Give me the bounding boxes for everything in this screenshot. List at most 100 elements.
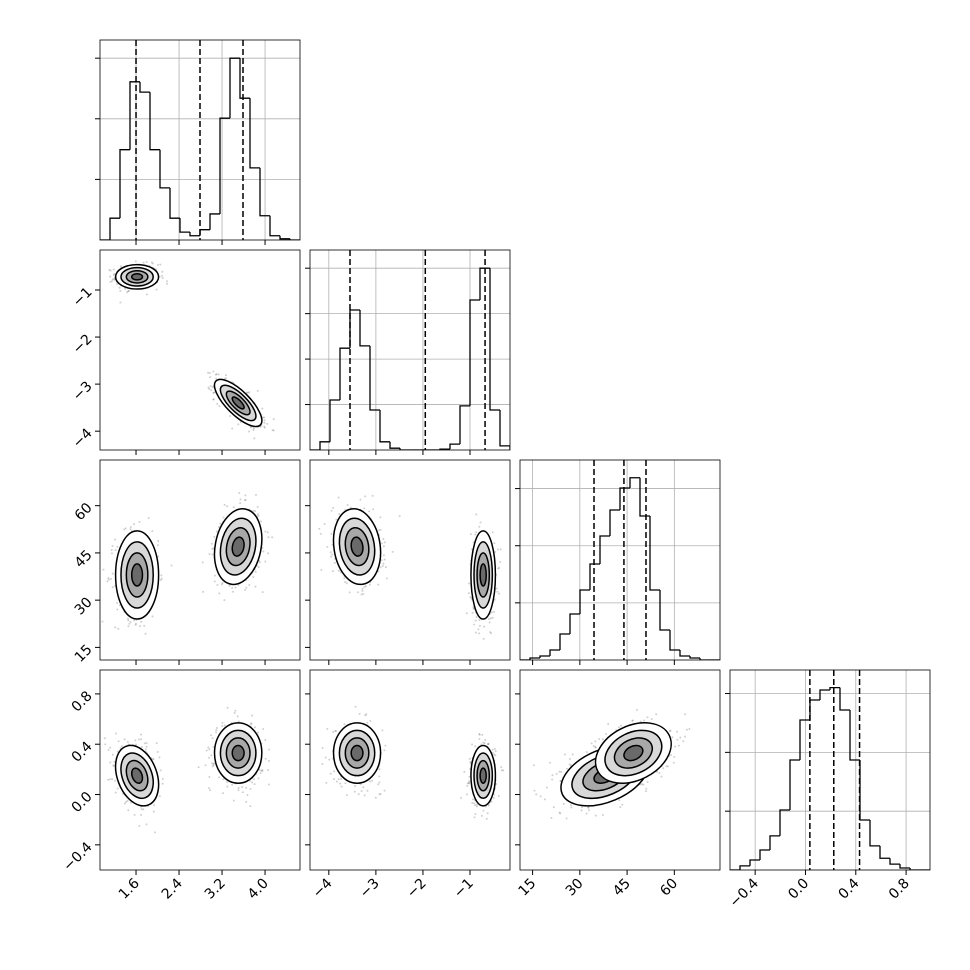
sample	[568, 757, 571, 760]
sample	[329, 551, 332, 554]
sample	[252, 778, 255, 781]
sample	[474, 812, 477, 815]
sample	[107, 578, 110, 581]
sample	[486, 743, 489, 746]
sample	[110, 549, 113, 552]
panel-frame	[309, 249, 511, 451]
sample	[267, 552, 270, 555]
y-tick-label: 0.8	[69, 688, 96, 715]
sample	[253, 437, 256, 440]
sample	[111, 778, 114, 781]
sample	[344, 580, 347, 583]
sample	[382, 562, 385, 565]
sample	[378, 781, 381, 784]
sample	[258, 561, 261, 564]
sample	[555, 772, 558, 775]
sample	[492, 796, 495, 799]
sample	[223, 503, 226, 506]
sample	[480, 743, 483, 746]
sample	[212, 398, 215, 401]
sample	[129, 621, 132, 624]
histogram-bin	[679, 650, 690, 657]
sample	[321, 763, 324, 766]
sample	[383, 789, 386, 792]
sample	[331, 570, 334, 573]
sample	[254, 493, 257, 496]
sample	[109, 275, 112, 278]
sample	[267, 759, 270, 762]
sample	[239, 502, 242, 505]
sample	[478, 525, 481, 528]
sample	[257, 777, 260, 780]
sample	[471, 611, 474, 614]
sample	[237, 720, 240, 723]
histogram-bin	[609, 509, 620, 536]
sample	[568, 763, 571, 766]
sample	[267, 783, 270, 786]
sample	[110, 280, 113, 283]
histogram-bin	[569, 613, 580, 634]
sample	[248, 583, 251, 586]
sample	[478, 624, 481, 627]
sample	[209, 385, 212, 388]
sample	[245, 391, 248, 394]
histogram-bin	[689, 656, 700, 659]
sample	[216, 727, 219, 730]
sample	[209, 789, 212, 792]
sample	[354, 705, 357, 708]
sample	[272, 429, 275, 432]
sample	[134, 260, 137, 263]
sample	[251, 714, 254, 717]
sample	[473, 816, 476, 819]
sample	[333, 770, 336, 773]
sample	[112, 274, 115, 277]
sample	[114, 626, 117, 629]
sample	[111, 572, 114, 575]
sample	[345, 794, 348, 797]
y-tick-label: 30	[72, 595, 96, 619]
x-tick-label: −4	[310, 875, 336, 901]
sample	[246, 793, 249, 796]
histogram-bin	[469, 299, 480, 406]
sample	[364, 714, 367, 717]
x-tick-label: 1.6	[116, 875, 143, 902]
sample	[251, 781, 254, 784]
panel-frame	[309, 459, 511, 661]
sample	[231, 427, 234, 430]
sample	[494, 550, 497, 553]
sample	[384, 566, 387, 569]
sample	[478, 733, 481, 736]
sample	[261, 769, 264, 772]
sample	[140, 814, 143, 817]
sample	[580, 806, 583, 809]
sample	[475, 803, 478, 806]
sample	[482, 741, 485, 744]
sample	[353, 790, 356, 793]
sample	[266, 422, 269, 425]
sample	[208, 553, 211, 556]
sample	[249, 426, 252, 429]
sample	[208, 776, 211, 779]
sample	[145, 745, 148, 748]
sample	[127, 809, 130, 812]
sample	[498, 566, 501, 569]
sample	[138, 520, 141, 523]
panel	[532, 708, 691, 820]
histogram-bin	[179, 218, 190, 233]
sample	[114, 538, 117, 541]
sample	[475, 531, 478, 534]
sample	[152, 758, 155, 761]
sample	[262, 550, 265, 553]
sample	[335, 780, 338, 783]
sample	[115, 732, 118, 735]
y-tick-label: −2	[70, 331, 96, 357]
sample	[338, 512, 341, 515]
histogram-bin	[599, 535, 610, 564]
sample	[493, 610, 496, 613]
sample	[232, 590, 235, 593]
sample	[123, 528, 126, 531]
panel-frame	[99, 669, 301, 871]
sample	[153, 831, 156, 834]
histogram-bin	[329, 399, 340, 442]
sample	[226, 781, 229, 784]
